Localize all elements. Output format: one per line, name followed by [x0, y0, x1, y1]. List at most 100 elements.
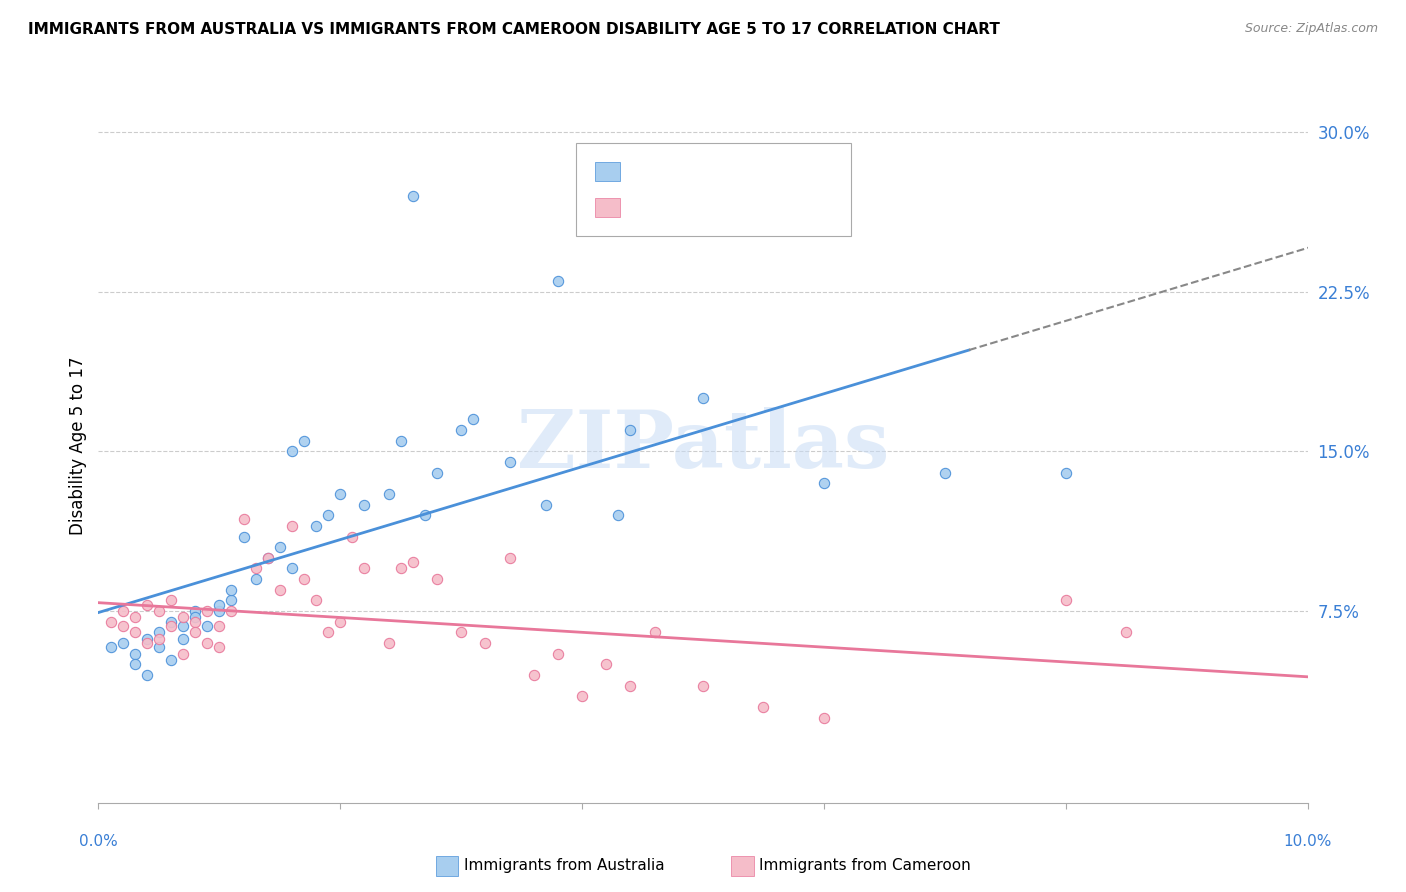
Point [450, 423, 472, 437]
Point [148, 604, 170, 618]
Point [402, 188, 425, 202]
Point [160, 593, 183, 607]
Point [316, 625, 339, 640]
Point [474, 636, 496, 650]
Point [619, 423, 641, 437]
Point [135, 668, 157, 682]
Point [523, 668, 546, 682]
Point [353, 561, 375, 575]
Point [498, 455, 520, 469]
Point [934, 466, 956, 480]
Point [402, 555, 425, 569]
Point [463, 412, 485, 426]
Text: Source: ZipAtlas.com: Source: ZipAtlas.com [1244, 22, 1378, 36]
Point [281, 561, 304, 575]
Point [208, 619, 231, 633]
Text: 10.0%: 10.0% [1284, 834, 1331, 849]
Point [124, 647, 146, 661]
Point [221, 582, 243, 597]
Point [184, 604, 207, 618]
Text: Immigrants from Australia: Immigrants from Australia [464, 858, 665, 872]
Point [377, 487, 399, 501]
Point [245, 572, 267, 586]
Point [316, 508, 339, 523]
Point [292, 572, 315, 586]
Point [692, 679, 714, 693]
Point [413, 508, 436, 523]
Point [329, 615, 352, 629]
Point [208, 604, 231, 618]
Point [124, 610, 146, 624]
Point [547, 274, 569, 288]
Point [1054, 593, 1077, 607]
Point [111, 619, 134, 633]
Point [389, 561, 412, 575]
Point [305, 519, 328, 533]
Point [1115, 625, 1137, 640]
Point [292, 434, 315, 448]
Point [281, 519, 304, 533]
Point [208, 598, 231, 612]
Point [184, 610, 207, 624]
Point [813, 476, 835, 491]
Point [547, 647, 569, 661]
Point [245, 561, 267, 575]
Point [208, 640, 231, 655]
Point [450, 625, 472, 640]
Point [571, 690, 593, 704]
Point [100, 640, 122, 655]
Point [607, 508, 630, 523]
Point [595, 657, 617, 672]
Point [195, 619, 218, 633]
Point [172, 619, 194, 633]
Point [160, 619, 183, 633]
Point [813, 710, 835, 724]
Point [389, 434, 412, 448]
Point [100, 615, 122, 629]
Point [256, 550, 278, 565]
Point [281, 444, 304, 458]
Point [172, 632, 194, 646]
Point [148, 632, 170, 646]
Y-axis label: Disability Age 5 to 17: Disability Age 5 to 17 [69, 357, 87, 535]
Point [426, 466, 449, 480]
Point [184, 625, 207, 640]
Text: N = 46: N = 46 [745, 158, 807, 176]
Text: Immigrants from Cameroon: Immigrants from Cameroon [759, 858, 972, 872]
Point [426, 572, 449, 586]
Point [135, 632, 157, 646]
Text: 0.0%: 0.0% [79, 834, 118, 849]
Point [534, 498, 557, 512]
Point [195, 604, 218, 618]
Point [148, 640, 170, 655]
Point [1054, 466, 1077, 480]
Point [619, 679, 641, 693]
Point [256, 550, 278, 565]
Point [148, 625, 170, 640]
Point [111, 636, 134, 650]
Point [269, 582, 291, 597]
Point [221, 593, 243, 607]
Point [184, 615, 207, 629]
Point [160, 615, 183, 629]
Point [111, 604, 134, 618]
Point [135, 636, 157, 650]
Point [221, 604, 243, 618]
Point [342, 529, 364, 543]
Point [353, 498, 375, 512]
Text: ZIPatlas: ZIPatlas [517, 407, 889, 485]
Text: R = -0.117: R = -0.117 [628, 194, 718, 211]
Point [498, 550, 520, 565]
Point [377, 636, 399, 650]
Point [124, 625, 146, 640]
Point [329, 487, 352, 501]
Point [195, 636, 218, 650]
Point [124, 657, 146, 672]
Point [172, 610, 194, 624]
Text: R = 0.633: R = 0.633 [628, 158, 711, 176]
Point [752, 700, 775, 714]
Point [644, 625, 666, 640]
Point [135, 598, 157, 612]
Point [232, 512, 254, 526]
Point [172, 647, 194, 661]
